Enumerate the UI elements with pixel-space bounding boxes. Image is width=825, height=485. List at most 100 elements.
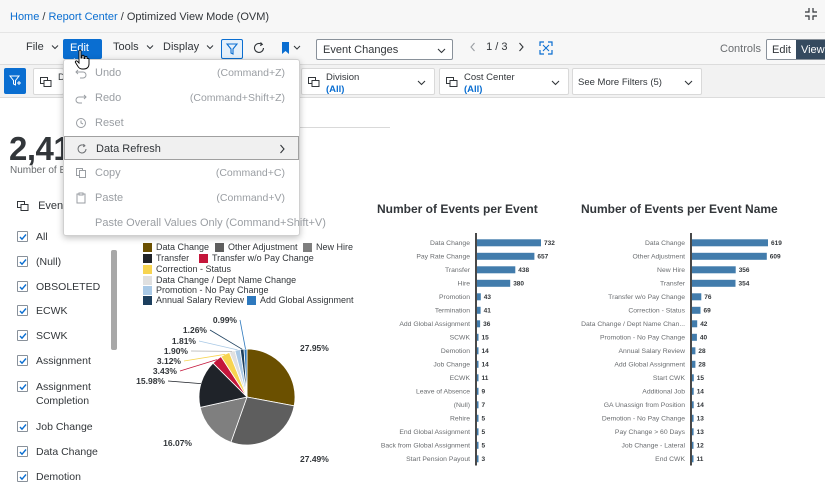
- checkbox[interactable]: [17, 256, 28, 267]
- bar[interactable]: [692, 414, 694, 422]
- checkbox[interactable]: [17, 330, 28, 341]
- event-checkbox-row[interactable]: ECWK: [17, 304, 106, 318]
- event-checkbox-row[interactable]: Assignment: [17, 354, 106, 368]
- checkbox[interactable]: [17, 231, 28, 242]
- bar[interactable]: [692, 320, 698, 328]
- event-checkbox-row[interactable]: Data Change: [17, 445, 106, 459]
- legend-entry[interactable]: Other Adjustment: [215, 242, 298, 252]
- menu-item-data-refresh[interactable]: Data Refresh: [64, 136, 299, 160]
- legend-entry[interactable]: Add Global Assignment: [247, 295, 354, 305]
- menu-item-paste-overall-values[interactable]: Paste Overall Values Only (Command+Shift…: [64, 211, 326, 235]
- event-checkbox-row[interactable]: All: [17, 230, 106, 244]
- bar[interactable]: [692, 441, 694, 449]
- bar[interactable]: [477, 306, 481, 314]
- bar[interactable]: [477, 455, 479, 463]
- bar[interactable]: [477, 401, 479, 409]
- bar[interactable]: [477, 347, 479, 355]
- bar[interactable]: [477, 414, 479, 422]
- pie-slice[interactable]: [199, 396, 248, 443]
- event-checkbox-row[interactable]: Job Change: [17, 420, 106, 434]
- event-checkbox-row[interactable]: (Null): [17, 255, 106, 269]
- bar[interactable]: [477, 441, 479, 449]
- bar[interactable]: [477, 428, 479, 436]
- breadcrumb-home[interactable]: Home: [10, 11, 40, 23]
- checkbox[interactable]: [17, 355, 28, 366]
- tools-menu[interactable]: Tools: [113, 41, 154, 53]
- legend-entry[interactable]: Annual Salary Review: [143, 295, 244, 305]
- pie-slice[interactable]: [243, 348, 248, 398]
- bar[interactable]: [477, 252, 535, 260]
- checkbox[interactable]: [17, 421, 28, 432]
- bar[interactable]: [477, 387, 479, 395]
- bar[interactable]: [692, 387, 694, 395]
- bookmark-icon[interactable]: [280, 41, 304, 55]
- menu-item-reset[interactable]: Reset: [64, 111, 299, 135]
- bar[interactable]: [692, 401, 694, 409]
- filter-toggle-button[interactable]: [221, 39, 243, 59]
- bar[interactable]: [692, 293, 702, 301]
- filter-tile-cost-center[interactable]: Cost Center (All): [439, 68, 569, 95]
- bar[interactable]: [692, 279, 736, 287]
- menu-item-paste[interactable]: Paste (Command+V): [64, 186, 299, 210]
- fullscreen-icon[interactable]: [539, 41, 553, 55]
- checkbox[interactable]: [17, 281, 28, 292]
- legend-entry[interactable]: Correction - Status: [143, 264, 231, 274]
- bar[interactable]: [692, 347, 696, 355]
- add-filter-icon: [8, 75, 21, 86]
- refresh-icon[interactable]: [252, 41, 266, 55]
- bar[interactable]: [692, 374, 694, 382]
- filter-tile-partial[interactable]: D: [33, 68, 65, 95]
- event-checkbox-row[interactable]: Assignment Completion: [17, 380, 106, 408]
- bar[interactable]: [692, 239, 768, 247]
- pie-slice[interactable]: [246, 348, 296, 407]
- bar[interactable]: [477, 266, 516, 274]
- exit-fullscreen-icon[interactable]: [803, 6, 819, 22]
- bar[interactable]: [477, 374, 479, 382]
- filter-tile-division[interactable]: Division (All): [301, 68, 435, 95]
- bar[interactable]: [477, 239, 541, 247]
- next-page-icon[interactable]: [517, 42, 525, 52]
- menu-item-undo[interactable]: Undo (Command+Z): [64, 61, 299, 85]
- pie-slice[interactable]: [198, 362, 248, 408]
- legend-entry[interactable]: Promotion - No Pay Change: [143, 285, 269, 295]
- previous-page-icon[interactable]: [469, 42, 477, 52]
- checkbox[interactable]: [17, 471, 28, 482]
- legend-entry[interactable]: New Hire: [303, 242, 353, 252]
- checkbox[interactable]: [17, 305, 28, 316]
- legend-entry[interactable]: Transfer: [143, 253, 189, 263]
- bar[interactable]: [477, 293, 481, 301]
- legend-entry[interactable]: Data Change: [143, 242, 209, 252]
- event-checkbox-row[interactable]: Demotion: [17, 470, 106, 484]
- controls-link[interactable]: Controls: [720, 43, 761, 55]
- edit-mode-button[interactable]: Edit: [767, 40, 796, 59]
- pie-slice[interactable]: [230, 396, 295, 446]
- bar[interactable]: [692, 252, 767, 260]
- see-more-filters[interactable]: See More Filters (5): [572, 68, 702, 95]
- bar[interactable]: [692, 266, 736, 274]
- event-list-scrollbar[interactable]: [111, 250, 117, 350]
- event-checkbox-row[interactable]: OBSOLETED: [17, 280, 106, 294]
- display-menu[interactable]: Display: [163, 41, 214, 53]
- legend-entry[interactable]: Transfer w/o Pay Change: [199, 253, 314, 263]
- bar[interactable]: [692, 333, 697, 341]
- bar[interactable]: [477, 333, 479, 341]
- menu-item-copy[interactable]: Copy (Command+C): [64, 161, 299, 185]
- page-select[interactable]: Event Changes: [316, 39, 453, 60]
- bar[interactable]: [692, 455, 694, 463]
- view-mode-button[interactable]: View: [795, 40, 825, 59]
- checkbox[interactable]: [17, 446, 28, 457]
- event-checkbox-row[interactable]: SCWK: [17, 329, 106, 343]
- bar[interactable]: [692, 360, 696, 368]
- menu-item-redo[interactable]: Redo (Command+Shift+Z): [64, 86, 299, 110]
- chevron-down-icon: [206, 45, 214, 50]
- add-filter-button[interactable]: [4, 68, 26, 94]
- checkbox[interactable]: [17, 381, 28, 392]
- file-menu[interactable]: File: [26, 41, 59, 53]
- legend-entry[interactable]: Data Change / Dept Name Change: [143, 275, 296, 285]
- bar[interactable]: [477, 279, 511, 287]
- bar[interactable]: [692, 306, 701, 314]
- bar[interactable]: [692, 428, 694, 436]
- breadcrumb-report-center[interactable]: Report Center: [48, 11, 118, 23]
- bar[interactable]: [477, 360, 479, 368]
- bar[interactable]: [477, 320, 481, 328]
